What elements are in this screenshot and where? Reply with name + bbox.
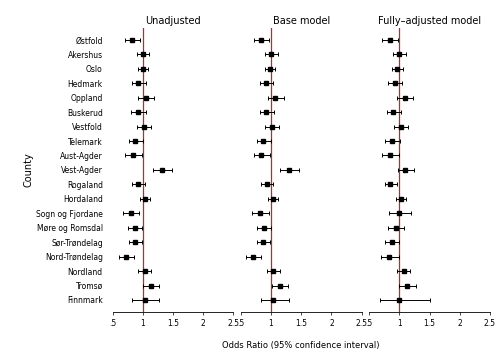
Title: Unadjusted: Unadjusted <box>145 16 201 26</box>
Title: Fully–adjusted model: Fully–adjusted model <box>378 16 481 26</box>
Title: Base model: Base model <box>272 16 330 26</box>
Y-axis label: County: County <box>23 153 33 187</box>
Text: Odds Ratio (95% confidence interval): Odds Ratio (95% confidence interval) <box>222 342 380 350</box>
